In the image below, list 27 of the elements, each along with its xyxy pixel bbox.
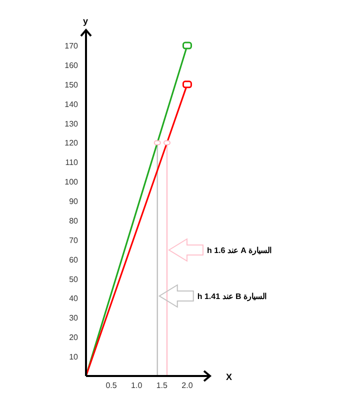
y-tick-label: 100: [64, 178, 79, 187]
y-tick-label: 120: [64, 138, 79, 148]
y-axis-title: y: [83, 16, 88, 26]
y-tick-label: 90: [69, 197, 79, 206]
y-tick-label: 150: [64, 80, 79, 90]
annotation: السيارة A عند 1.6 h: [206, 246, 272, 256]
y-tick-label: 130: [64, 119, 79, 128]
y-tick-label: 30: [69, 314, 79, 323]
x-tick-label: 1.0: [131, 381, 143, 390]
x-axis-title: X: [226, 372, 232, 382]
y-tick-label: 20: [69, 333, 79, 342]
y-tick-label: 80: [69, 216, 79, 226]
y-tick-label: 10: [69, 352, 79, 362]
y-tick-label: 170: [64, 42, 79, 51]
y-tick-label: 50: [69, 274, 79, 284]
x-tick-label: 1.5: [156, 381, 168, 390]
point: [182, 80, 192, 88]
y-tick-label: 40: [69, 294, 79, 304]
y-tick-label: 110: [65, 158, 79, 168]
annotation: السيارة B عند 1.41 h: [197, 292, 267, 302]
y-tick-label: 60: [69, 255, 79, 264]
y-tick-label: 70: [69, 236, 79, 245]
y-tick-label: 140: [64, 100, 79, 109]
point: [182, 42, 192, 50]
x-tick-label: 2.0: [182, 381, 194, 390]
x-tick-label: 0.5: [106, 381, 118, 390]
y-tick-label: 160: [64, 60, 79, 70]
